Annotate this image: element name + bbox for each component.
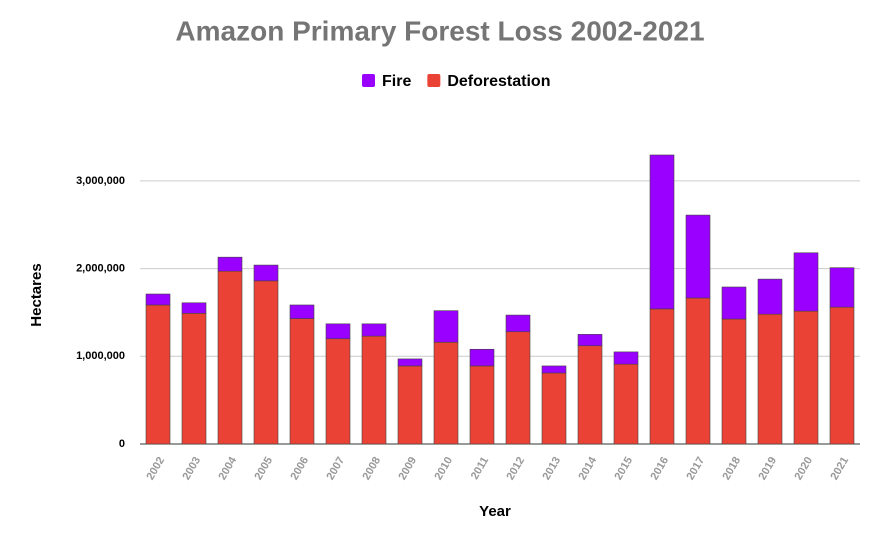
bar-segment <box>181 313 207 445</box>
x-tick-label: 2002 <box>144 455 167 482</box>
bar-segment <box>613 363 639 445</box>
bar-segment <box>577 334 603 347</box>
bar-segment <box>325 323 351 340</box>
bar-segment <box>541 372 567 445</box>
x-tick-label: 2007 <box>324 455 347 482</box>
bar-segment <box>613 351 639 365</box>
bar-segment <box>649 308 675 445</box>
bar-segment <box>289 318 315 445</box>
bar-segment <box>397 365 423 445</box>
x-tick-label: 2005 <box>252 455 275 482</box>
bar-segment <box>217 256 243 272</box>
bar-segment <box>361 323 387 337</box>
x-tick-label: 2012 <box>504 455 527 482</box>
legend-label: Fire <box>382 73 411 90</box>
y-tick-label: 3,000,000 <box>76 175 125 187</box>
bar-segment <box>181 302 207 314</box>
y-tick-label: 2,000,000 <box>76 262 125 274</box>
bar-segment <box>433 310 459 343</box>
bar-segment <box>721 318 747 445</box>
x-tick-label: 2008 <box>360 455 383 482</box>
x-tick-label: 2006 <box>288 455 311 482</box>
x-tick-label: 2019 <box>756 455 779 482</box>
y-axis-label: Hectares <box>28 263 45 326</box>
bar-segment <box>253 264 279 282</box>
bar-segment <box>829 267 855 308</box>
x-tick-label: 2013 <box>540 455 563 482</box>
x-tick-label: 2015 <box>612 455 635 482</box>
legend-swatch <box>362 74 375 87</box>
bar-segment <box>433 341 459 445</box>
bar-segment <box>541 365 567 374</box>
y-tick-label: 1,000,000 <box>76 350 125 362</box>
x-tick-label: 2017 <box>684 455 707 482</box>
bar-segment <box>289 304 315 319</box>
x-tick-label: 2010 <box>432 455 455 482</box>
bar-segment <box>361 335 387 445</box>
bar-segment <box>757 278 783 315</box>
bar-segment <box>469 348 495 367</box>
bar-segment <box>685 297 711 445</box>
bar-segment <box>793 252 819 312</box>
chart-title: Amazon Primary Forest Loss 2002-2021 <box>175 15 704 46</box>
bar-segment <box>469 365 495 445</box>
x-tick-label: 2009 <box>396 455 419 482</box>
y-tick-label: 0 <box>119 438 125 450</box>
x-tick-label: 2004 <box>216 454 239 482</box>
bar-segment <box>397 358 423 367</box>
x-tick-label: 2021 <box>828 455 851 482</box>
x-tick-label: 2018 <box>720 455 743 482</box>
bar-segment <box>649 154 675 310</box>
bar-segment <box>145 293 171 306</box>
bar-segment <box>757 313 783 445</box>
bar-segment <box>325 338 351 445</box>
bar-segment <box>721 286 747 320</box>
legend-swatch <box>427 74 441 87</box>
x-tick-label: 2003 <box>180 455 203 482</box>
bar-segment <box>577 345 603 445</box>
bar-segment <box>829 306 855 445</box>
bar-segment <box>685 214 711 299</box>
legend-label: Deforestation <box>447 73 550 90</box>
x-axis-label: Year <box>479 503 511 520</box>
bar-segment <box>505 331 531 445</box>
bar-segment <box>145 304 171 445</box>
x-tick-label: 2020 <box>792 455 815 482</box>
x-tick-label: 2014 <box>576 454 599 482</box>
bar-segment <box>253 280 279 445</box>
x-tick-label: 2011 <box>469 455 491 482</box>
bar-segment <box>505 314 531 333</box>
bar-segment <box>793 310 819 445</box>
bar-segment <box>217 270 243 445</box>
x-tick-label: 2016 <box>648 455 671 482</box>
